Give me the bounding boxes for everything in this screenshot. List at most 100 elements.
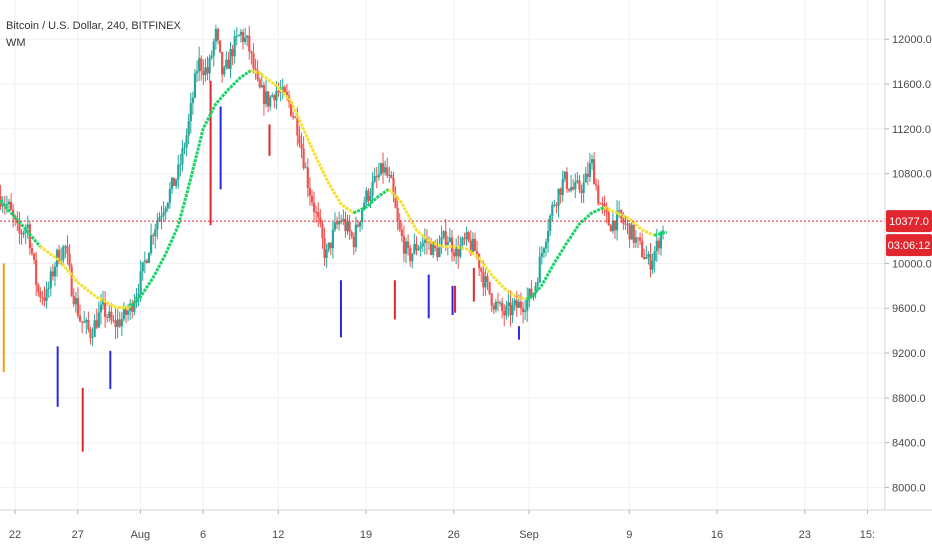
candle-body: [544, 241, 548, 249]
candle: [246, 34, 249, 47]
candle-body: [423, 239, 426, 243]
candle-body: [534, 286, 537, 294]
candle: [156, 213, 159, 240]
candle: [611, 212, 614, 234]
candle-body: [444, 231, 447, 246]
candle: [51, 264, 54, 281]
candle: [379, 162, 383, 176]
candle-body: [14, 216, 17, 220]
candle: [241, 29, 245, 50]
candle-body: [267, 91, 270, 107]
candle-body: [530, 288, 533, 297]
candle-body: [154, 229, 157, 237]
candle-body: [452, 252, 456, 257]
candle-body: [131, 303, 134, 312]
y-tick-label: 12000.0: [892, 34, 932, 46]
candle: [162, 201, 165, 222]
candle-body: [74, 298, 77, 305]
candle: [417, 245, 420, 252]
candle-body: [384, 167, 387, 173]
candle-body: [584, 173, 587, 183]
candle: [457, 235, 460, 269]
candle-body: [160, 215, 163, 218]
candle: [386, 157, 389, 178]
candle: [283, 84, 286, 93]
candle-body: [570, 186, 573, 191]
candle: [310, 190, 314, 207]
candle-body: [396, 207, 399, 221]
candle-body: [505, 305, 508, 316]
candle: [526, 287, 529, 322]
candle-body: [260, 85, 263, 88]
candle: [505, 300, 508, 320]
candle: [482, 260, 485, 297]
candle-body: [304, 167, 307, 169]
candle-body: [292, 115, 295, 118]
candle-body: [70, 266, 73, 297]
candle-body: [630, 224, 633, 240]
candle-body: [258, 79, 261, 88]
candle: [200, 55, 203, 81]
candle-body: [300, 143, 303, 149]
candle: [30, 242, 34, 256]
candle-body: [390, 174, 393, 179]
candle-body: [442, 231, 445, 238]
candle: [599, 202, 602, 205]
candle-body: [338, 221, 341, 225]
candle: [494, 298, 497, 313]
candle: [139, 260, 142, 302]
candle-body: [187, 121, 190, 136]
candle-body: [191, 97, 194, 104]
candle-body: [628, 223, 631, 240]
candle-body: [329, 242, 332, 249]
chart-title: Bitcoin / U.S. Dollar, 240, BITFINEX: [6, 20, 181, 32]
candle: [41, 290, 44, 306]
indicator-name: WM: [6, 37, 26, 49]
candle-body: [402, 236, 406, 254]
candle-body: [582, 182, 585, 194]
candle-body: [279, 91, 282, 93]
candle-body: [45, 289, 48, 301]
candle-body: [315, 211, 318, 213]
candle: [179, 153, 182, 177]
candle-body: [296, 117, 299, 136]
candle: [122, 302, 126, 322]
wm-segment: [603, 205, 655, 237]
candle-body: [622, 218, 625, 224]
candle: [371, 172, 374, 202]
candle: [455, 238, 458, 265]
candle: [323, 227, 326, 267]
candle-body: [327, 242, 330, 250]
candle: [26, 215, 29, 239]
candle: [630, 222, 633, 240]
candle-body: [503, 310, 506, 316]
candle: [114, 308, 117, 340]
candle-body: [9, 201, 13, 210]
candle: [582, 174, 585, 204]
time-axis[interactable]: 22 27 Aug 6 12 19 26 Sep 9 16 23 15:: [9, 510, 875, 541]
price-axis[interactable]: 8000.08400.08800.09200.09600.010000.0104…: [885, 34, 932, 495]
candle: [35, 251, 38, 297]
candle-body: [607, 212, 610, 226]
candle-body: [200, 58, 203, 71]
candle: [85, 317, 88, 335]
candle: [540, 246, 543, 265]
candle-body: [89, 329, 92, 338]
x-tick-label: 6: [200, 529, 206, 541]
candle: [584, 166, 587, 183]
candle-body: [216, 28, 220, 41]
candle-body: [346, 221, 349, 232]
candle-body: [104, 299, 107, 317]
candle-body: [588, 163, 592, 177]
candle-body: [419, 246, 422, 249]
candle-body: [39, 291, 42, 298]
candle-body: [653, 251, 656, 261]
candle-body: [208, 57, 211, 74]
candle: [335, 216, 339, 230]
candle: [513, 298, 516, 311]
candle-body: [549, 215, 552, 232]
candle: [18, 211, 21, 245]
candle-body: [461, 237, 464, 246]
